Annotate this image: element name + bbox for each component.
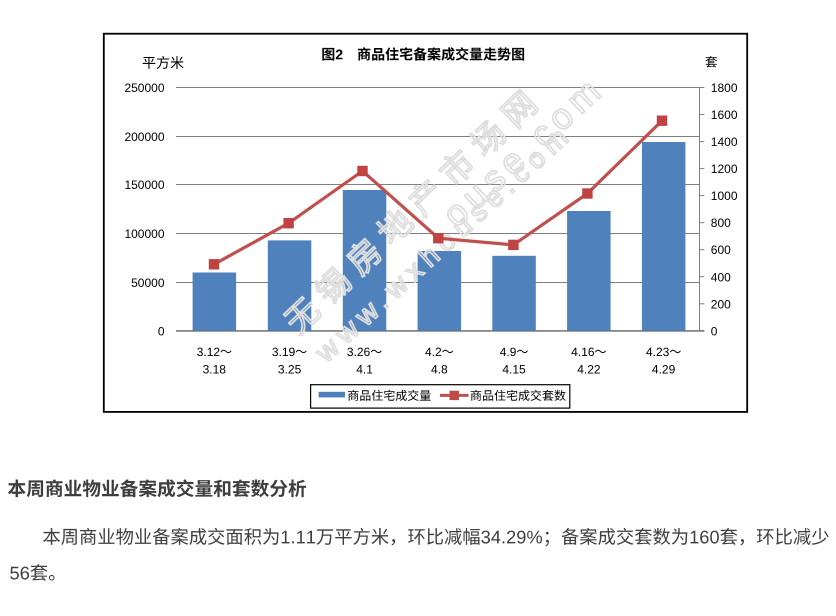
svg-text:1400: 1400 bbox=[711, 135, 738, 149]
svg-text:100000: 100000 bbox=[124, 227, 164, 241]
svg-text:1600: 1600 bbox=[711, 108, 738, 122]
svg-text:400: 400 bbox=[711, 270, 731, 284]
svg-text:3.25: 3.25 bbox=[278, 363, 302, 377]
svg-text:4.1: 4.1 bbox=[356, 363, 373, 377]
svg-text:800: 800 bbox=[711, 216, 731, 230]
svg-text:200: 200 bbox=[711, 297, 731, 311]
svg-text:1200: 1200 bbox=[711, 162, 738, 176]
svg-text:4.15: 4.15 bbox=[502, 363, 526, 377]
svg-text:4.22: 4.22 bbox=[577, 363, 601, 377]
svg-text:150000: 150000 bbox=[124, 178, 164, 192]
svg-text:0: 0 bbox=[711, 324, 718, 338]
svg-text:0: 0 bbox=[158, 324, 165, 338]
svg-text:4.29: 4.29 bbox=[652, 363, 676, 377]
svg-text:50000: 50000 bbox=[131, 276, 165, 290]
svg-text:3.18: 3.18 bbox=[203, 363, 227, 377]
svg-text:1800: 1800 bbox=[711, 81, 738, 95]
svg-text:200000: 200000 bbox=[124, 130, 164, 144]
svg-text:4.8: 4.8 bbox=[431, 363, 448, 377]
svg-text:1000: 1000 bbox=[711, 189, 738, 203]
svg-text:250000: 250000 bbox=[124, 81, 164, 95]
svg-text:600: 600 bbox=[711, 243, 731, 257]
